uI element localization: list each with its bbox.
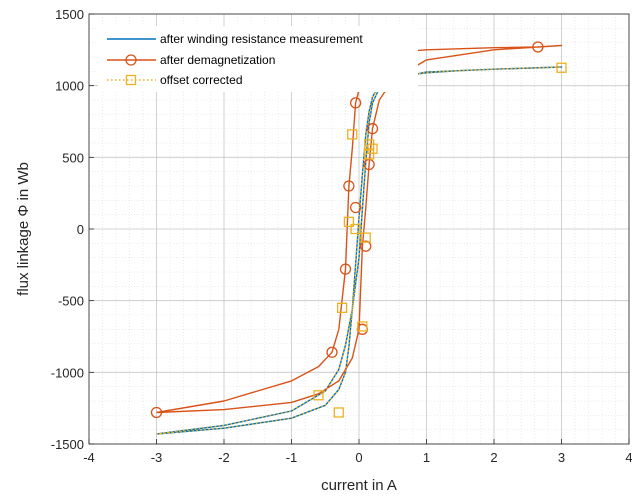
series-line-demag (156, 44, 563, 414)
x-tick-label: 0 (355, 450, 362, 465)
square-marker (336, 302, 348, 313)
y-tick-label: 1000 (55, 79, 84, 94)
square-marker (363, 149, 375, 160)
legend-label-demag: after demagnetization (160, 53, 275, 67)
x-tick-label: 4 (625, 450, 632, 465)
y-axis-ticks: -1500 -1000 -500 0 500 1000 1500 (51, 7, 94, 452)
legend: after winding resistance measurement aft… (98, 26, 418, 92)
series-line-offset (156, 66, 563, 435)
y-tick-label: -1500 (51, 437, 84, 452)
x-axis-label: current in A (321, 477, 397, 494)
legend-entry-winding: after winding resistance measurement (107, 32, 363, 46)
circle-marker (150, 406, 163, 419)
legend-box (98, 26, 418, 92)
x-tick-label: 1 (423, 450, 430, 465)
square-marker (333, 407, 344, 418)
square-marker (360, 232, 371, 243)
legend-marker-demag (125, 54, 137, 66)
legend-label-offset: offset corrected (160, 73, 243, 87)
y-axis-label: flux linkage Φ in Wb (15, 162, 32, 296)
x-tick-label: -4 (83, 450, 95, 465)
circle-marker (343, 180, 355, 192)
y-tick-label: 1500 (55, 7, 84, 22)
legend-marker-offset (125, 74, 137, 86)
x-tick-label: -2 (218, 450, 230, 465)
legend-entry-offset: offset corrected (107, 73, 243, 87)
circle-marker (349, 201, 362, 214)
circle-marker (339, 263, 352, 275)
square-marker (363, 139, 375, 150)
series-lines (156, 44, 563, 435)
series-markers (150, 41, 567, 419)
x-tick-label: 3 (558, 450, 565, 465)
x-tick-label: -3 (151, 450, 163, 465)
y-tick-label: -1000 (51, 365, 84, 380)
square-marker (357, 321, 368, 332)
square-marker (556, 62, 567, 73)
x-tick-label: 2 (490, 450, 497, 465)
y-tick-label: 500 (62, 150, 84, 165)
circle-marker (349, 97, 362, 109)
square-marker (350, 223, 361, 235)
x-axis-ticks: -4 -3 -2 -1 0 1 2 3 4 (83, 439, 632, 465)
circle-marker (360, 240, 372, 252)
legend-entry-demag: after demagnetization (107, 53, 275, 67)
circle-marker (366, 123, 379, 135)
circle-marker (326, 346, 338, 358)
x-tick-label: -1 (286, 450, 298, 465)
circle-marker (532, 41, 544, 53)
y-tick-label: -500 (58, 294, 84, 309)
y-tick-label: 0 (77, 222, 84, 237)
legend-label-winding: after winding resistance measurement (160, 32, 363, 46)
square-marker (313, 390, 324, 401)
square-marker (343, 216, 355, 227)
square-marker (347, 129, 358, 140)
